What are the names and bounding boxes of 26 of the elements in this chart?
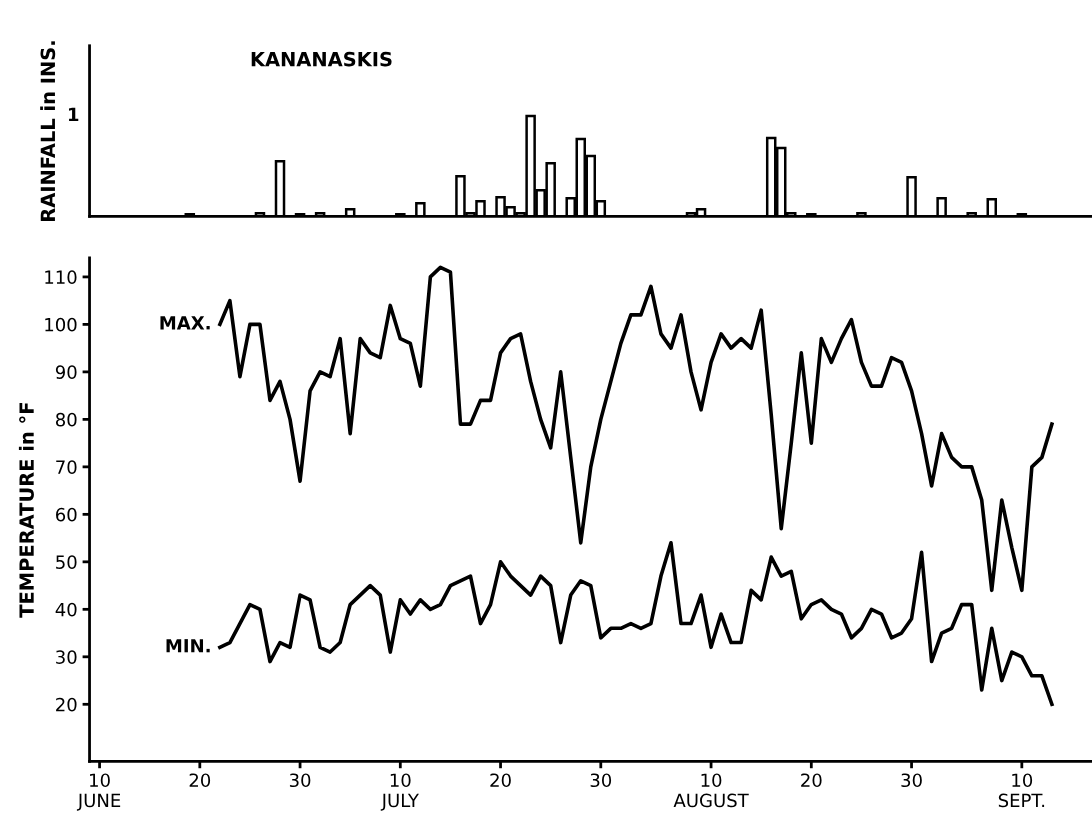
x-tick-label: 10 JULY [380, 773, 419, 811]
y-tick-label: 50 [56, 555, 77, 569]
x-tick-label: 10 SEPT. [998, 773, 1045, 808]
x-tick-label: 30 [590, 773, 612, 788]
y-tick-label: 90 [55, 365, 77, 379]
series-label: MAX. [160, 316, 210, 330]
y-axis-title: TEMPERATURE in °F [18, 403, 34, 618]
x-tick-label: 30 [901, 773, 922, 788]
y-tick-label: 80 [55, 412, 77, 427]
y-tick-label: 70 [56, 460, 77, 474]
y-tick-label: 110 [45, 270, 77, 285]
x-tick-label: 30 [289, 773, 311, 788]
text: 1 [68, 107, 79, 121]
series-label: MIN. [166, 639, 210, 653]
x-tick-label: 20 [801, 773, 822, 788]
y-tick-label: 40 [55, 602, 77, 617]
x-tick-label: 20 [490, 773, 511, 788]
y-tick-label: 20 [56, 697, 77, 712]
y-axis-title: RAINFALL in INS. [40, 41, 56, 221]
y-tick-label: 30 [56, 650, 77, 664]
y-tick-label: 60 [56, 507, 77, 522]
x-tick-label: 10 AUGUST [673, 773, 749, 808]
chart-title: KANANASKIS [251, 51, 392, 67]
x-tick-label: 20 [189, 773, 211, 788]
y-tick-label: 100 [45, 317, 77, 332]
x-tick-label: 10 JUNE [76, 773, 121, 811]
